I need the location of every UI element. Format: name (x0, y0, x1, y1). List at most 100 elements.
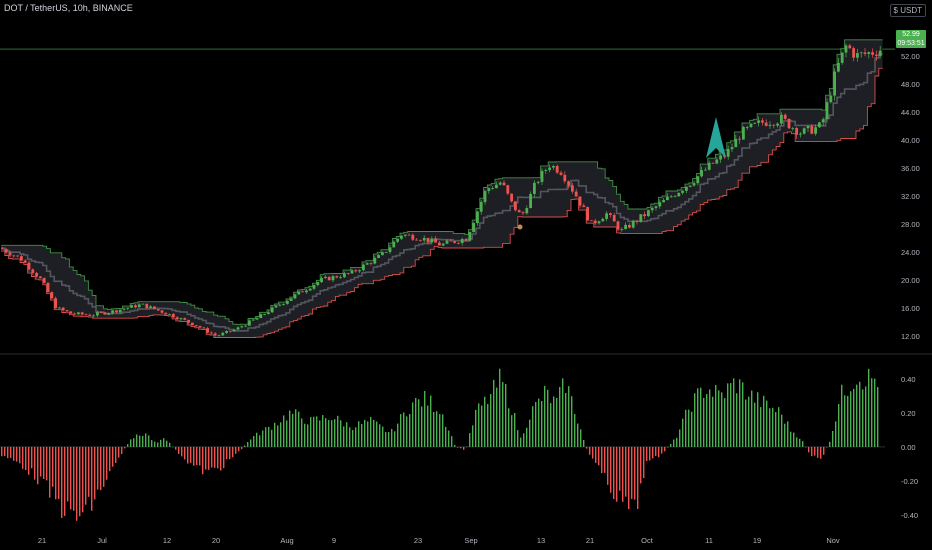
histogram-bar (256, 432, 258, 447)
histogram-bar (388, 432, 390, 447)
candle-body (54, 298, 57, 309)
histogram-bar (130, 439, 132, 447)
histogram-bar (691, 411, 693, 447)
histogram-bar (817, 446, 819, 458)
histogram-bar (763, 395, 765, 447)
histogram-bar (544, 385, 546, 447)
candle (829, 91, 833, 104)
histogram-bar (346, 422, 348, 447)
candle-body (506, 185, 510, 194)
histogram-bar (667, 446, 669, 448)
candle-body (510, 193, 513, 202)
histogram-bar (418, 399, 420, 447)
candle-body (742, 127, 745, 140)
candle-body (289, 298, 293, 301)
channel-midline (1, 53, 883, 332)
histogram-bar (829, 441, 831, 447)
histogram-bar (508, 408, 510, 447)
histogram-bar (406, 416, 408, 447)
candle (567, 180, 570, 189)
histogram-bar (217, 446, 219, 469)
candle-body (229, 330, 232, 332)
candle-body (574, 191, 578, 197)
histogram-bar (295, 409, 297, 447)
candle (141, 303, 145, 305)
histogram-bar (820, 446, 822, 459)
histogram-bar (556, 397, 558, 447)
candle-body (308, 288, 312, 291)
candle (225, 330, 228, 334)
histogram-bar (637, 446, 639, 509)
candle-body (479, 202, 483, 212)
candle (631, 219, 635, 229)
candle (506, 184, 510, 196)
histogram-bar (154, 441, 156, 447)
histogram-bar (190, 446, 192, 463)
candle (498, 181, 502, 186)
candle-body (419, 240, 422, 242)
histogram-bar (511, 415, 513, 447)
histogram-bar (568, 386, 570, 447)
histogram-bar (826, 446, 828, 448)
candle-body (757, 120, 760, 123)
candle (286, 300, 289, 305)
candle (624, 222, 627, 230)
histogram-bar (718, 390, 720, 447)
histogram-bar (574, 414, 576, 447)
candle (814, 124, 817, 136)
candle-body (555, 166, 559, 173)
histogram-bar (187, 446, 189, 464)
histogram-bar (361, 423, 363, 447)
candle (582, 203, 586, 208)
histogram-bar (325, 418, 327, 447)
histogram-bar (268, 426, 270, 447)
candle (149, 305, 152, 309)
histogram-bar (118, 446, 120, 458)
candle (377, 253, 380, 259)
candle (210, 331, 213, 335)
candle (343, 271, 346, 278)
candle (267, 311, 270, 315)
candle-body (122, 308, 126, 310)
histogram-bar (340, 420, 342, 447)
candle (571, 182, 574, 194)
currency-button[interactable]: $ USDT (889, 4, 926, 17)
candle (316, 281, 320, 287)
histogram-bar (601, 446, 603, 474)
candle-body (498, 182, 502, 185)
histogram-bar (481, 405, 483, 447)
histogram-bar (712, 396, 714, 447)
histogram-bar (358, 421, 360, 447)
candle-body (468, 232, 472, 241)
candle-body (685, 186, 688, 191)
candle (586, 206, 589, 222)
histogram-bar (616, 446, 618, 502)
histogram-bar (502, 382, 504, 447)
histogram-bar (766, 400, 768, 447)
candle (453, 240, 456, 244)
candle-body (453, 241, 456, 243)
candle (441, 242, 445, 247)
candle-body (662, 200, 665, 203)
candle-body (312, 285, 316, 289)
candle-body (46, 282, 50, 293)
candle-body (126, 307, 130, 309)
candle (449, 238, 453, 242)
histogram-bar (400, 414, 402, 447)
histogram-bar (808, 446, 810, 453)
histogram-bar (496, 387, 498, 447)
histogram-bar (790, 431, 792, 447)
candle-body (783, 114, 787, 119)
histogram-bar (367, 421, 369, 447)
candle (650, 206, 654, 213)
candle (327, 276, 331, 281)
bar-countdown: 09:53:51 (897, 40, 925, 47)
candle (396, 238, 399, 244)
candle-body (12, 255, 16, 257)
candle (612, 212, 616, 222)
histogram-bar (133, 438, 135, 447)
symbol-title[interactable]: DOT / TetherUS, 10h, BINANCE (4, 3, 133, 13)
histogram-bar (151, 440, 153, 447)
candle-body (111, 310, 114, 314)
histogram-bar (10, 446, 12, 458)
